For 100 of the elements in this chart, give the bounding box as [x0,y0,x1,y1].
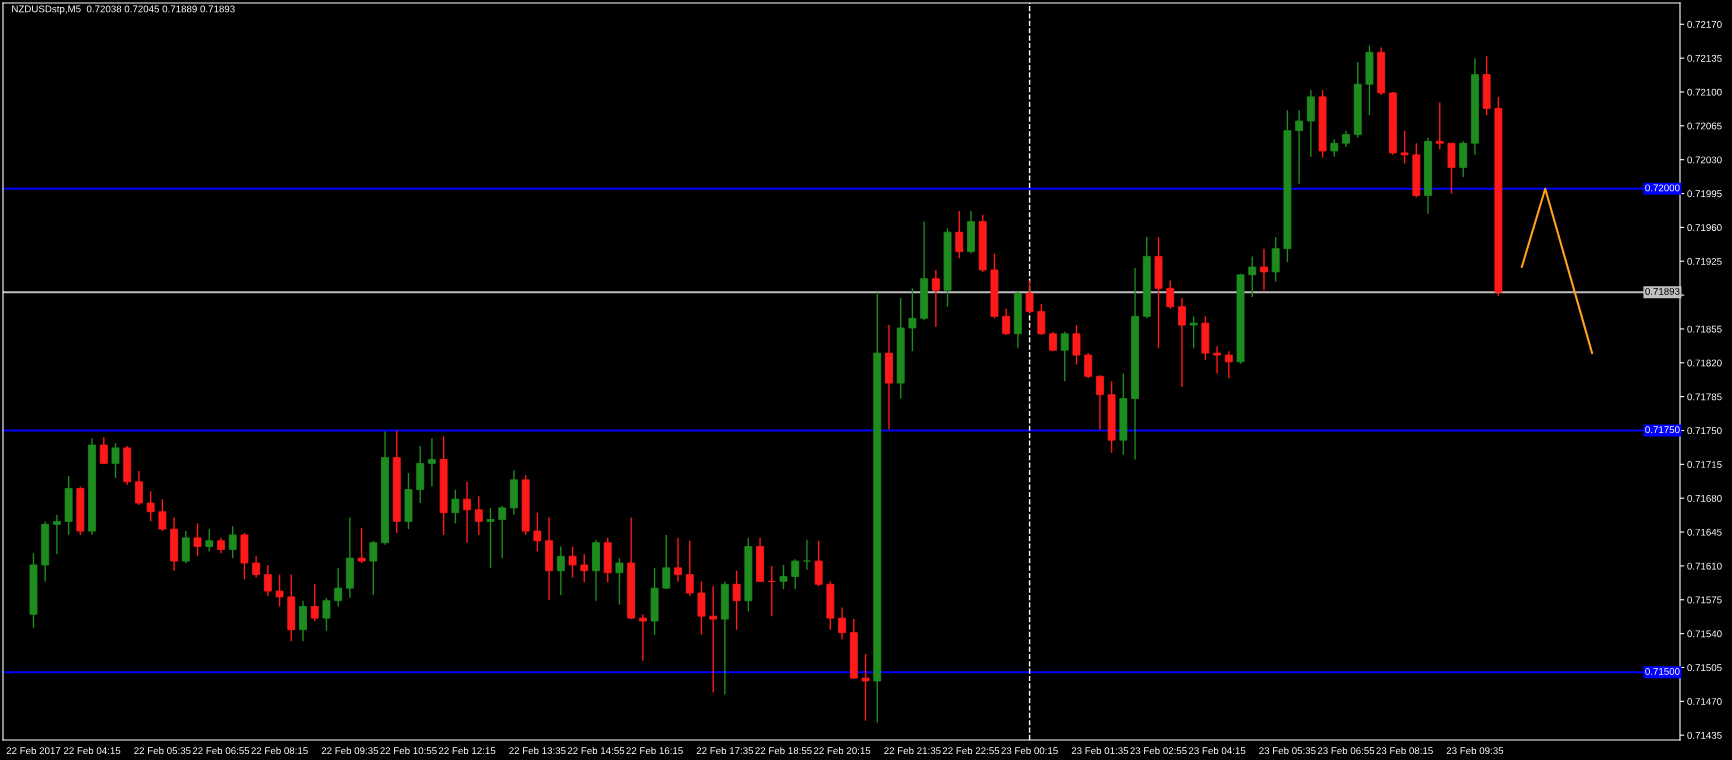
candlestick [1283,109,1292,263]
candlestick [146,490,155,523]
candlestick [615,557,624,606]
candlestick [310,583,319,622]
candlestick [439,435,448,536]
candlestick [826,580,835,631]
y-tick-label: 0.71610 [1687,562,1722,570]
ref-line-label: 0.71500 [1645,668,1680,675]
x-tick-label: 22 Feb 21:35 [884,746,941,755]
candlestick [779,564,788,590]
candlestick [650,567,659,636]
x-tick-label: 23 Feb 04:15 [1188,746,1246,755]
candlestick [1201,315,1210,361]
y-tick-label: 0.71995 [1687,190,1722,198]
candlestick [849,618,858,680]
candlestick [205,528,214,553]
y-tick-label: 0.72100 [1687,88,1722,96]
x-tick-label: 22 Feb 17:35 [696,746,754,755]
candlestick [322,597,331,632]
candlestick [1447,142,1456,195]
candlestick [1494,96,1503,297]
ref-line-label: 0.72000 [1645,184,1680,192]
y-tick-label: 0.71470 [1687,698,1722,705]
x-tick-label: 22 Feb 14:55 [567,746,625,755]
x-tick-label: 23 Feb 06:55 [1317,746,1375,755]
candlestick [111,442,120,479]
x-tick-label: 23 Feb 01:35 [1071,746,1129,755]
candlestick [896,297,905,400]
candlestick [791,558,800,590]
candlestick [732,570,741,631]
x-tick-label: 22 Feb 09:35 [321,746,379,755]
candlestick [1318,89,1327,159]
candlestick [498,505,507,559]
candlestick [99,436,108,466]
y-tick-label: 0.71575 [1687,596,1722,604]
candlestick [1189,315,1198,349]
x-tick-label: 22 Feb 18:55 [755,746,812,755]
x-tick-label: 22 Feb 08:15 [251,746,308,755]
candlestick [275,573,284,608]
candlestick [1400,129,1409,165]
y-tick-label: 0.71820 [1687,359,1722,367]
y-tick-label: 0.71680 [1687,494,1722,502]
x-tick-label: 22 Feb 2017 [6,746,61,755]
candlestick [603,537,612,584]
candlestick [123,445,132,486]
candlestick [369,540,378,596]
y-tick-label: 0.71750 [1687,427,1722,435]
candlestick [392,429,401,534]
chart-title: NZDUSDstp,M5 0.72038 0.72045 0.71889 0.71893 [12,5,235,15]
x-tick-label: 23 Feb 05:35 [1259,746,1316,755]
candlestick [1260,247,1268,291]
candlestick [1213,345,1222,375]
candlestick [416,445,425,504]
candlestick [1271,236,1280,283]
x-tick-label: 23 Feb 09:35 [1446,746,1504,755]
candlestick [861,653,870,722]
candlestick [287,573,296,643]
candlestick [486,507,495,569]
candlestick [580,553,589,584]
x-tick-label: 22 Feb 22:55 [942,746,1000,755]
candlestick [814,540,823,587]
y-tick-label: 0.72030 [1687,156,1722,164]
candlestick [1482,55,1491,116]
candlestick [474,495,483,536]
y-tick-label: 0.71925 [1687,257,1722,265]
candlestick [76,485,85,536]
x-tick-label: 22 Feb 10:55 [380,746,437,755]
candlestick [943,227,952,308]
y-tick-label: 0.72135 [1687,54,1722,62]
x-tick-label: 22 Feb 04:15 [63,746,121,755]
y-tick-label: 0.72065 [1687,122,1722,130]
candlestick [533,512,542,553]
candlestick [990,252,999,319]
x-tick-label: 22 Feb 20:15 [813,746,871,755]
x-tick-label: 22 Feb 16:15 [626,746,683,755]
y-tick-label: 0.71715 [1687,461,1722,468]
y-tick-label: 0.71855 [1687,325,1722,333]
candlestick [1142,236,1151,319]
candlestick [29,552,38,629]
candlestick [357,527,366,564]
candlestick [1435,101,1444,150]
x-tick-label: 22 Feb 05:35 [134,746,191,755]
candlestick [1072,324,1081,366]
candlestick [451,488,460,525]
candlestick [158,498,167,532]
y-tick-label: 0.71785 [1687,393,1722,401]
candlestick [228,525,237,559]
x-tick-label: 22 Feb 06:55 [192,746,250,755]
candlestick [662,534,671,590]
candlestick [521,474,530,536]
candlestick [1412,142,1421,199]
x-tick-label: 22 Feb 13:35 [509,746,566,755]
y-tick-label: 0.72170 [1687,21,1722,28]
candlestick [64,475,73,536]
candlestick [685,540,694,597]
y-tick-label: 0.71645 [1687,528,1722,536]
candlestick [1119,372,1128,456]
x-tick-label: 22 Feb 12:15 [438,746,496,755]
candlestick [1060,331,1069,382]
candlestick [1365,44,1374,116]
